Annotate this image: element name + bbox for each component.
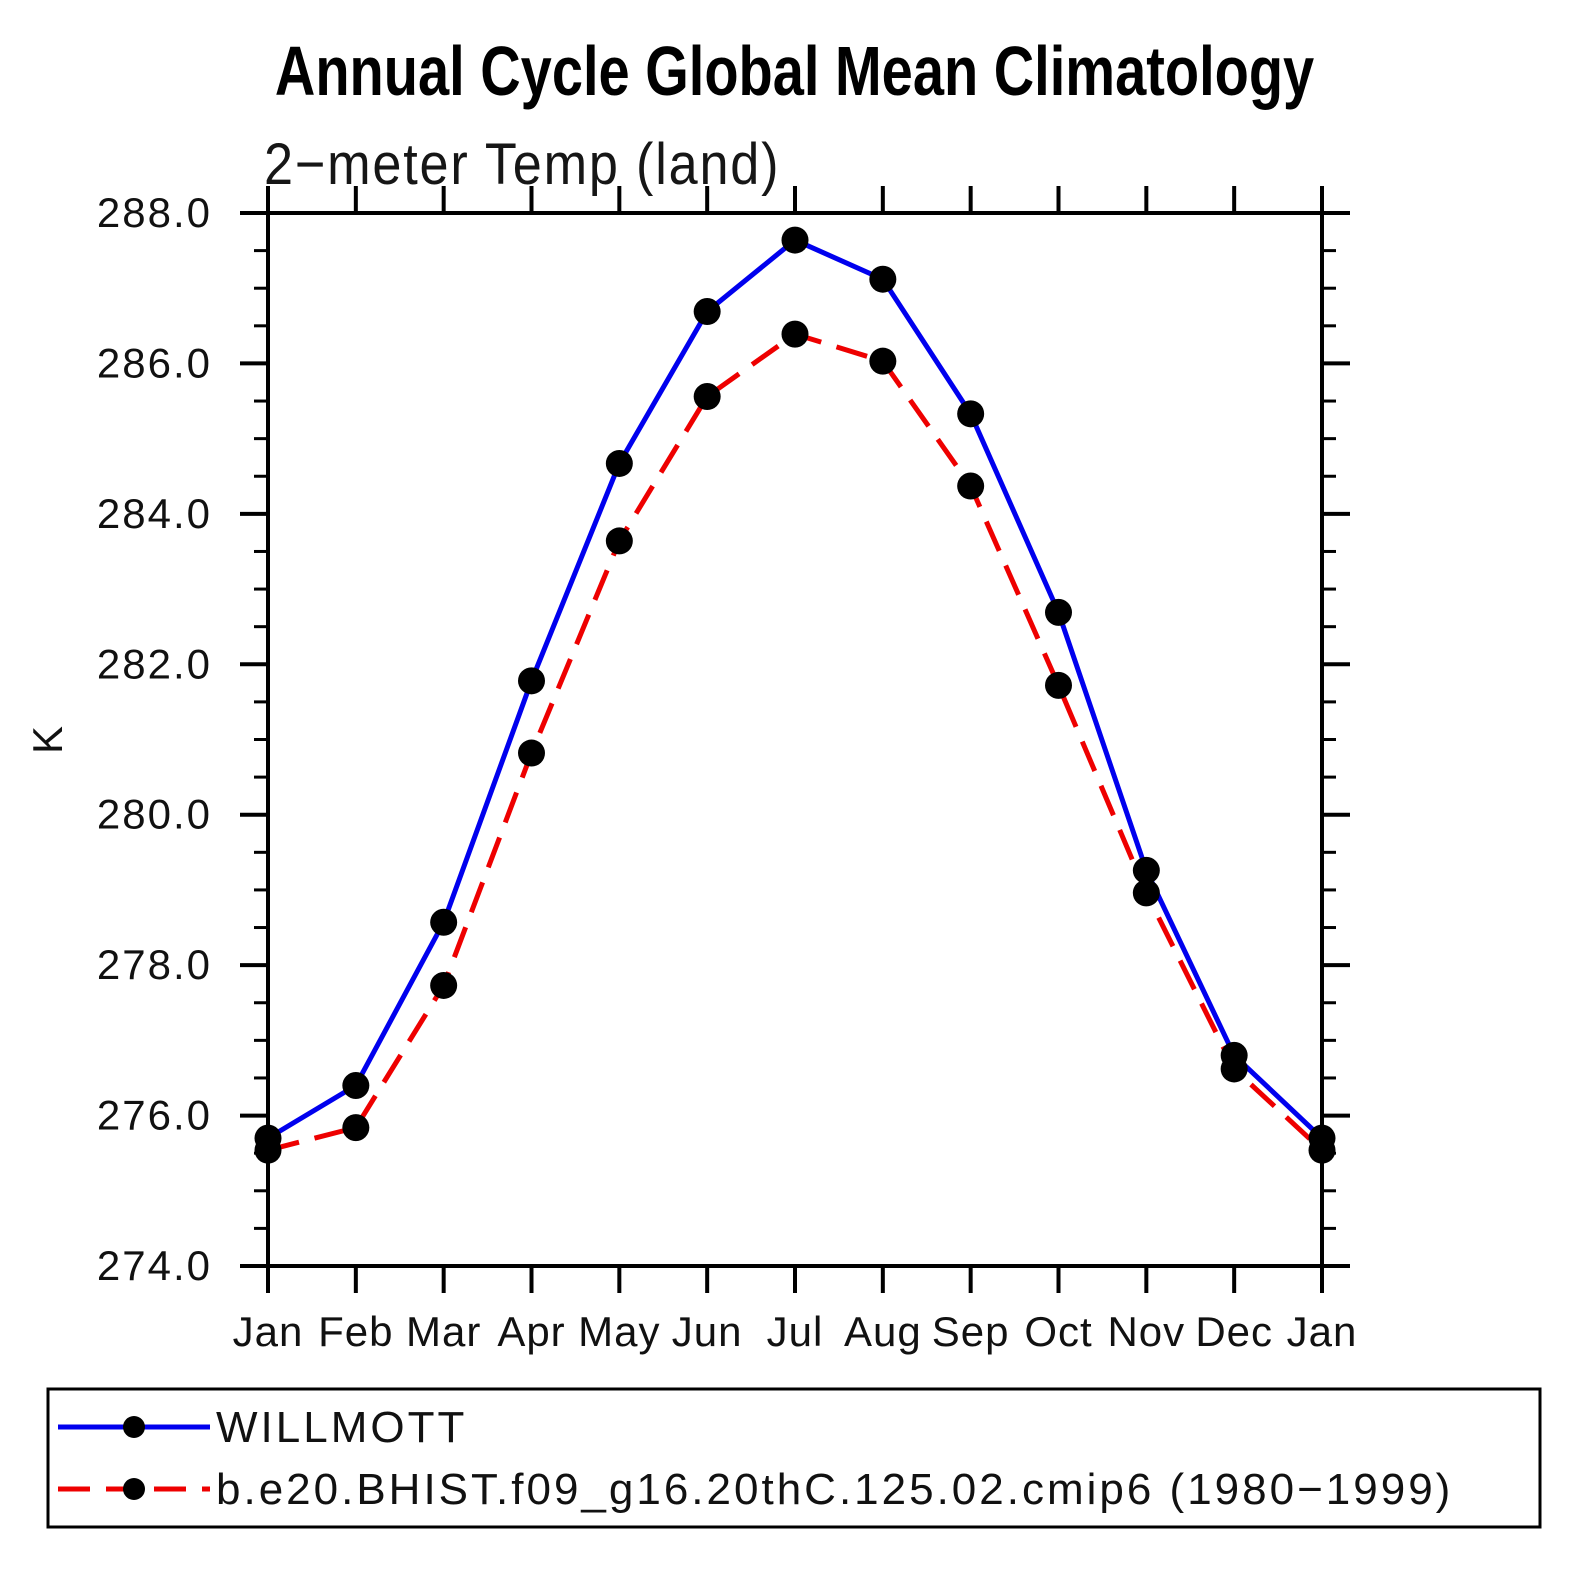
y-tick-label: 280.0 (97, 791, 212, 838)
data-point-marker (518, 667, 545, 695)
y-tick-label: 278.0 (97, 941, 212, 988)
x-tick-label: Nov (1107, 1308, 1185, 1355)
y-tick-label: 286.0 (97, 339, 212, 386)
chart-title: Annual Cycle Global Mean Climatology (0, 36, 1574, 106)
y-tick-label: 274.0 (97, 1242, 212, 1289)
legend-marker-dot (123, 1478, 145, 1500)
data-point-marker (430, 971, 458, 999)
x-tick-label: Jul (767, 1308, 824, 1355)
chart-title-text: Annual Cycle Global Mean Climatology (275, 32, 1315, 110)
y-tick-label: 282.0 (97, 640, 212, 687)
data-point-marker (869, 265, 897, 293)
y-tick-label: 288.0 (97, 189, 212, 236)
y-axis-label: K (24, 726, 71, 754)
x-tick-label: Jun (672, 1308, 743, 1355)
data-point-marker (693, 298, 721, 326)
data-point-marker (1220, 1055, 1248, 1083)
x-tick-label: Sep (932, 1308, 1010, 1355)
x-tick-label: Apr (497, 1308, 565, 1355)
series-line (267, 331, 1324, 1153)
data-point-marker (781, 320, 809, 348)
y-tick-label: 284.0 (97, 490, 212, 537)
plot-frame (266, 211, 1324, 1268)
legend-marker-dot (123, 1416, 145, 1438)
y-tick-label: 276.0 (97, 1092, 212, 1139)
data-point-marker (430, 908, 458, 936)
chart-subtitle: 2−meter Temp (land) (264, 136, 838, 194)
x-tick-label: Oct (1024, 1308, 1092, 1355)
data-point-marker (869, 347, 897, 375)
legend-label-willmott: WILLMOTT (216, 1403, 467, 1452)
legend-entry-model: b.e20.BHIST.f09_g16.20thC.125.02.cmip6 (… (58, 1465, 1453, 1514)
data-point-marker (605, 449, 633, 477)
x-tick-label: Jan (233, 1308, 304, 1355)
x-tick-label: Jan (1287, 1308, 1358, 1355)
x-tick-label: Mar (406, 1308, 481, 1355)
data-point-marker (781, 226, 809, 254)
data-point-marker (1045, 598, 1072, 626)
data-point-marker (342, 1114, 370, 1142)
data-point-marker (1045, 671, 1072, 699)
x-tick-label: Feb (318, 1308, 393, 1355)
legend-box (46, 1387, 1542, 1529)
data-point-marker (957, 400, 985, 428)
data-point-marker (518, 739, 545, 767)
x-tick-label: Dec (1195, 1308, 1273, 1355)
series-line (266, 237, 1324, 1141)
plot-area: 274.0 276.0 278.0 280.0 282.0 284.0 286.0 288.0… (97, 186, 1358, 1355)
data-point-marker (254, 1136, 282, 1164)
data-point-marker (957, 472, 985, 500)
x-tick-label: Aug (844, 1308, 922, 1355)
legend-entry-willmott: WILLMOTT (58, 1403, 467, 1452)
data-point-marker (1132, 856, 1160, 884)
data-point-marker (1308, 1136, 1336, 1164)
data-point-marker (1132, 879, 1160, 907)
chart-subtitle-text: 2−meter Temp (land) (264, 132, 781, 197)
data-point-marker (605, 527, 633, 555)
x-tick-label: May (578, 1308, 660, 1355)
data-point-marker (693, 383, 721, 411)
legend-label-model: b.e20.BHIST.f09_g16.20thC.125.02.cmip6 (… (216, 1465, 1453, 1514)
data-point-marker (342, 1071, 370, 1099)
legend: WILLMOTT b.e20.BHIST.f09_g16.20thC.125.0… (46, 1387, 1542, 1529)
